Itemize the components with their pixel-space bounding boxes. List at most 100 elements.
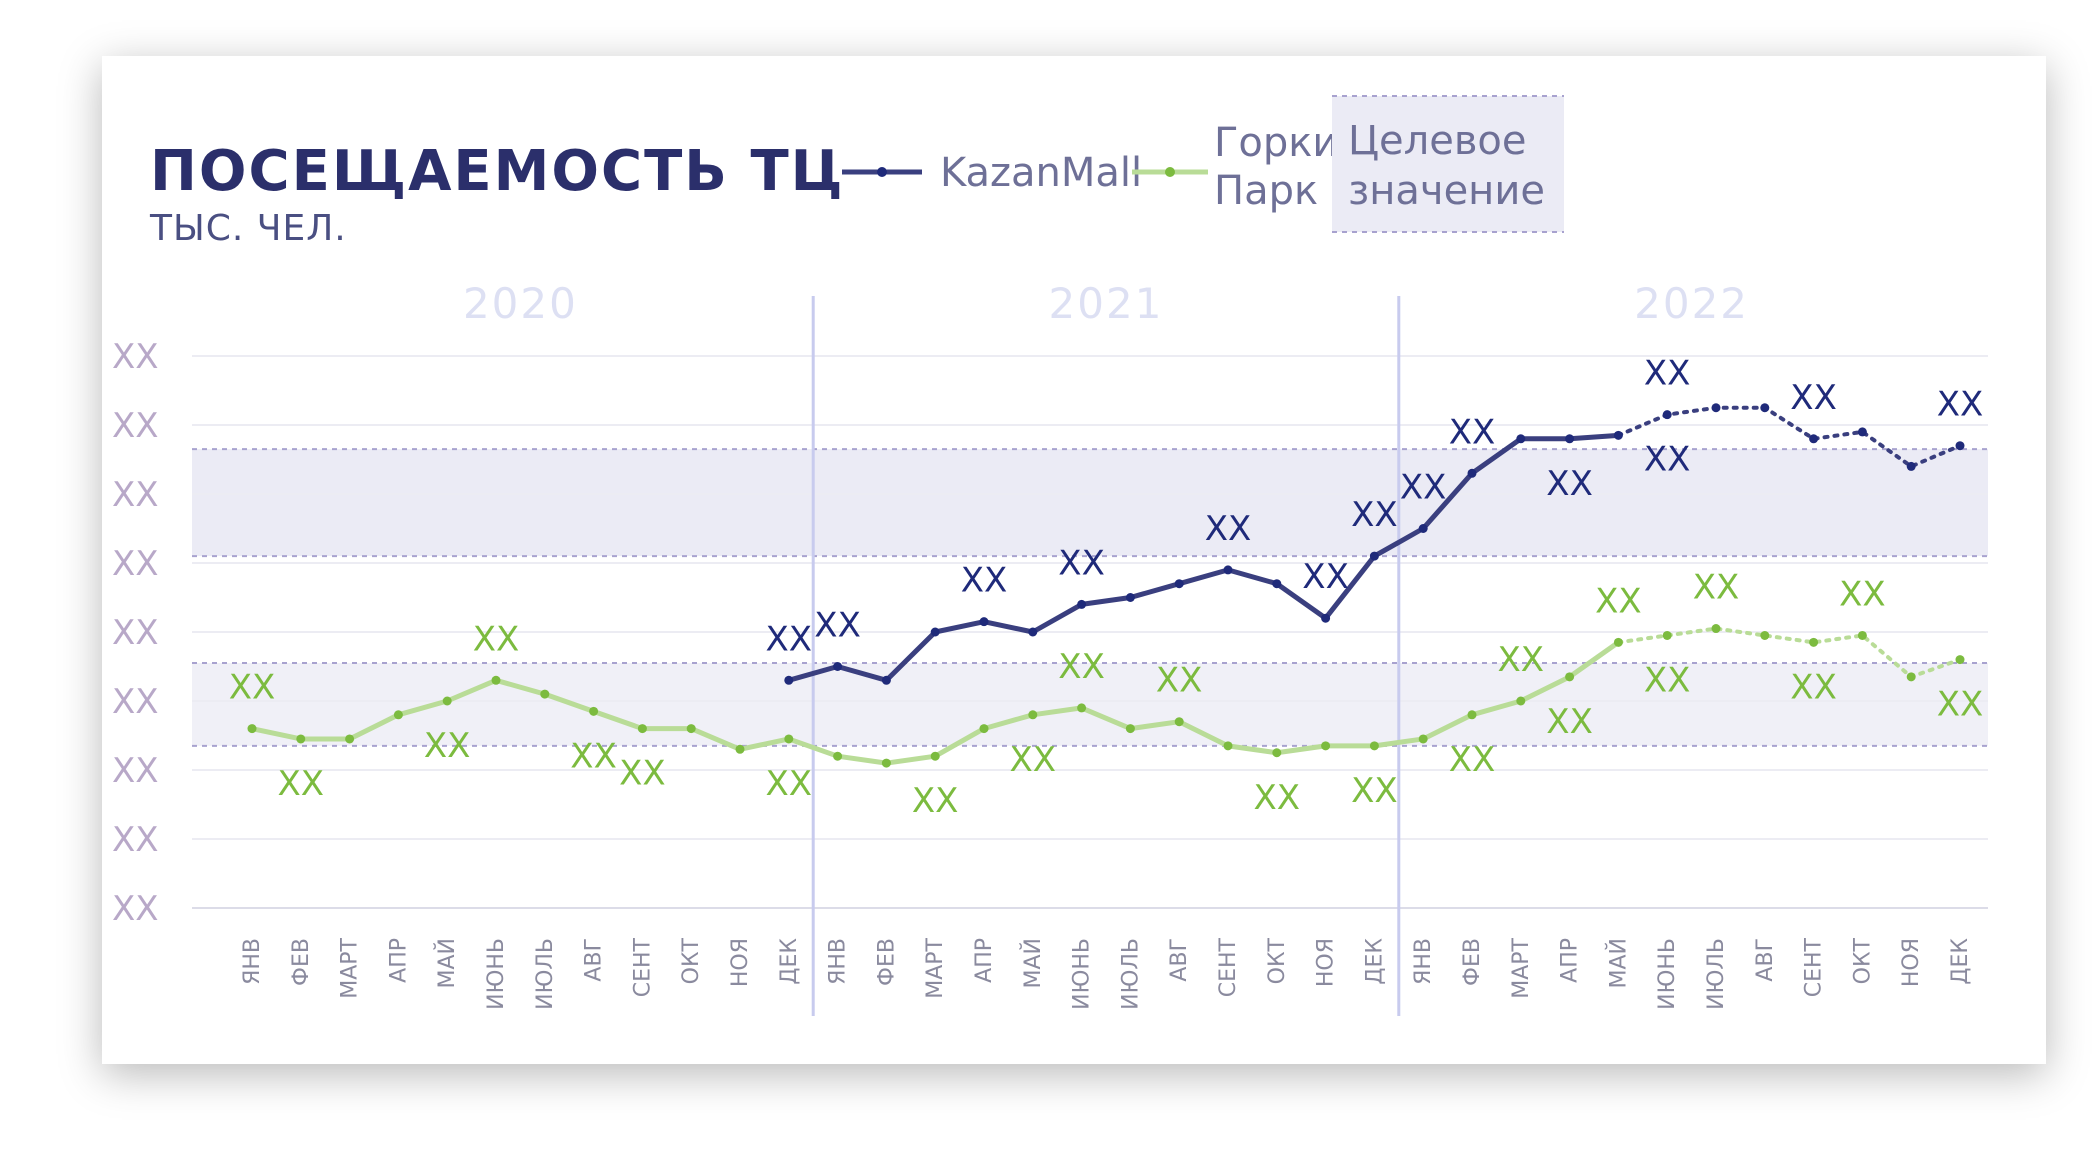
x-tick-label: ИЮЛЬ	[533, 938, 558, 1010]
data-point-kazanmall	[1711, 403, 1721, 413]
data-label-kazanmall: XX	[1644, 440, 1691, 480]
legend-marker-kazanmall	[877, 167, 887, 177]
x-tick-label: ИЮНЬ	[484, 938, 509, 1010]
x-tick-label: СЕНТ	[1216, 937, 1241, 997]
x-tick-label: МАЙ	[1605, 938, 1631, 989]
x-tick-label: ЯНВ	[826, 938, 851, 985]
data-point-горки-парк	[296, 734, 306, 744]
data-point-горки-парк	[393, 710, 403, 720]
data-point-горки-парк	[1516, 696, 1526, 706]
data-point-kazanmall	[833, 662, 843, 671]
data-point-kazanmall	[1418, 524, 1428, 533]
x-tick-label: ОКТ	[679, 937, 704, 984]
x-tick-label: ИЮЛЬ	[1118, 938, 1143, 1010]
data-point-горки-парк	[1028, 710, 1038, 720]
legend: KazanMall Горки Парк Целевое значение	[842, 95, 1564, 233]
data-point-kazanmall	[1662, 410, 1672, 420]
x-tick-label: АПР	[1558, 938, 1583, 983]
x-tick-label: АПР	[386, 938, 411, 983]
data-label-горки-парк: XX	[1156, 661, 1203, 701]
data-point-kazanmall	[930, 627, 940, 637]
data-point-горки-парк	[1467, 710, 1477, 720]
data-point-kazanmall	[1174, 579, 1184, 589]
x-tick-label: ОКТ	[1850, 937, 1875, 984]
data-point-kazanmall	[881, 675, 891, 685]
data-label-горки-парк: XX	[1693, 568, 1740, 608]
data-point-горки-парк	[1760, 630, 1770, 640]
y-tick-label-2: XX	[112, 475, 159, 515]
data-point-kazanmall	[1565, 434, 1575, 444]
data-point-kazanmall	[784, 675, 794, 685]
data-point-kazanmall	[1321, 613, 1331, 623]
x-tick-label: АВГ	[1753, 938, 1778, 982]
data-label-kazanmall: XX	[1644, 354, 1691, 394]
data-label-kazanmall: XX	[1790, 378, 1837, 418]
year-labels: 2020 2021 2022	[463, 279, 1747, 328]
x-tick-label: НОЯ	[728, 938, 753, 987]
data-point-горки-парк	[1613, 637, 1623, 647]
data-point-горки-парк	[686, 724, 696, 734]
legend-label-kazanmall: KazanMall	[940, 150, 1142, 196]
data-point-kazanmall	[1857, 427, 1867, 437]
data-point-горки-парк	[1272, 748, 1282, 758]
year-dividers	[811, 296, 1401, 1016]
y-tick-label-1: XX	[112, 406, 159, 446]
y-tick-label-0: XX	[112, 337, 159, 377]
y-axis-ticks: XX XX XX XX XX XX XX XX XX	[112, 337, 159, 929]
data-point-горки-парк	[345, 734, 355, 744]
data-label-горки-парк: XX	[1937, 685, 1984, 725]
data-point-kazanmall	[1369, 551, 1379, 561]
data-point-kazanmall	[1223, 565, 1233, 575]
x-tick-label: МАЙ	[1020, 938, 1046, 989]
y-tick-label-3: XX	[112, 544, 159, 584]
data-label-горки-парк: XX	[766, 764, 813, 804]
data-point-горки-парк	[1321, 741, 1331, 751]
data-label-kazanmall: XX	[814, 606, 861, 646]
x-tick-label: ФЕВ	[1460, 938, 1485, 986]
data-point-kazanmall	[1955, 441, 1965, 451]
data-label-горки-парк: XX	[473, 619, 520, 659]
data-point-kazanmall	[1125, 593, 1135, 602]
x-tick-label: МАРТ	[338, 937, 363, 998]
data-label-горки-парк: XX	[1449, 740, 1496, 780]
x-tick-label: СЕНТ	[1802, 937, 1827, 997]
data-point-горки-парк	[1662, 630, 1672, 640]
data-point-горки-парк	[1223, 741, 1233, 751]
x-tick-label: СЕНТ	[630, 937, 655, 997]
data-point-горки-парк	[1857, 630, 1867, 640]
x-tick-label: НОЯ	[1314, 938, 1339, 987]
data-point-горки-парк	[540, 689, 550, 699]
data-point-горки-парк	[1418, 734, 1428, 744]
legend-marker-gorki-park	[1165, 167, 1175, 177]
data-point-kazanmall	[1809, 434, 1819, 444]
target-bands	[192, 448, 1988, 747]
data-label-горки-парк: XX	[1839, 574, 1886, 614]
y-tick-label-6: XX	[112, 751, 159, 791]
data-point-горки-парк	[637, 724, 647, 734]
data-point-горки-парк	[442, 696, 452, 706]
data-label-kazanmall: XX	[961, 561, 1008, 601]
chart-title: ПОСЕЩАЕМОСТЬ ТЦ	[150, 139, 845, 204]
data-point-горки-парк	[833, 751, 843, 761]
data-point-kazanmall	[1272, 579, 1282, 589]
x-tick-label: МАЙ	[434, 938, 460, 989]
series-line-forecast-горки-парк	[1616, 626, 1962, 680]
data-label-горки-парк: XX	[1058, 647, 1105, 687]
data-point-горки-парк	[1125, 724, 1135, 734]
data-point-kazanmall	[1028, 627, 1038, 637]
data-point-kazanmall	[1516, 434, 1526, 444]
data-label-горки-парк: XX	[278, 764, 325, 804]
data-point-горки-парк	[881, 758, 891, 768]
data-label-kazanmall: XX	[766, 619, 813, 659]
data-point-kazanmall	[1613, 430, 1623, 440]
data-point-горки-парк	[735, 744, 745, 754]
data-point-горки-парк	[1077, 703, 1087, 713]
data-label-горки-парк: XX	[229, 668, 276, 708]
data-point-горки-парк	[1174, 717, 1184, 727]
legend-target-swatch	[1332, 96, 1564, 232]
data-label-kazanmall: XX	[1449, 412, 1496, 452]
data-label-горки-парк: XX	[1595, 581, 1642, 621]
data-point-горки-парк	[1369, 741, 1379, 751]
x-tick-label: ДЕК	[1362, 938, 1387, 985]
data-point-kazanmall	[1760, 403, 1770, 413]
